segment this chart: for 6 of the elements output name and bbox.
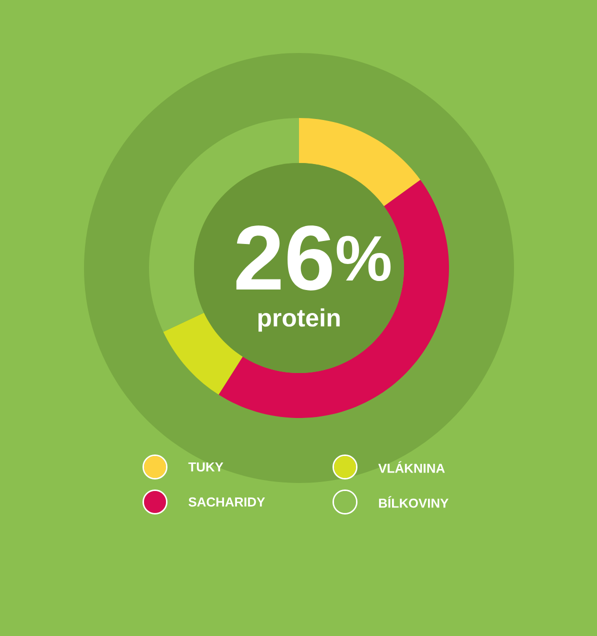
text: protein — [258, 308, 340, 332]
legend-label: SACHARIDY — [188, 497, 265, 507]
legend-label: TUKY — [188, 462, 224, 472]
legend-label: VLÁKNINA — [378, 461, 445, 473]
text: 26$^{%}$ — [236, 226, 391, 290]
legend-label: BÍLKOVINY — [379, 496, 449, 508]
